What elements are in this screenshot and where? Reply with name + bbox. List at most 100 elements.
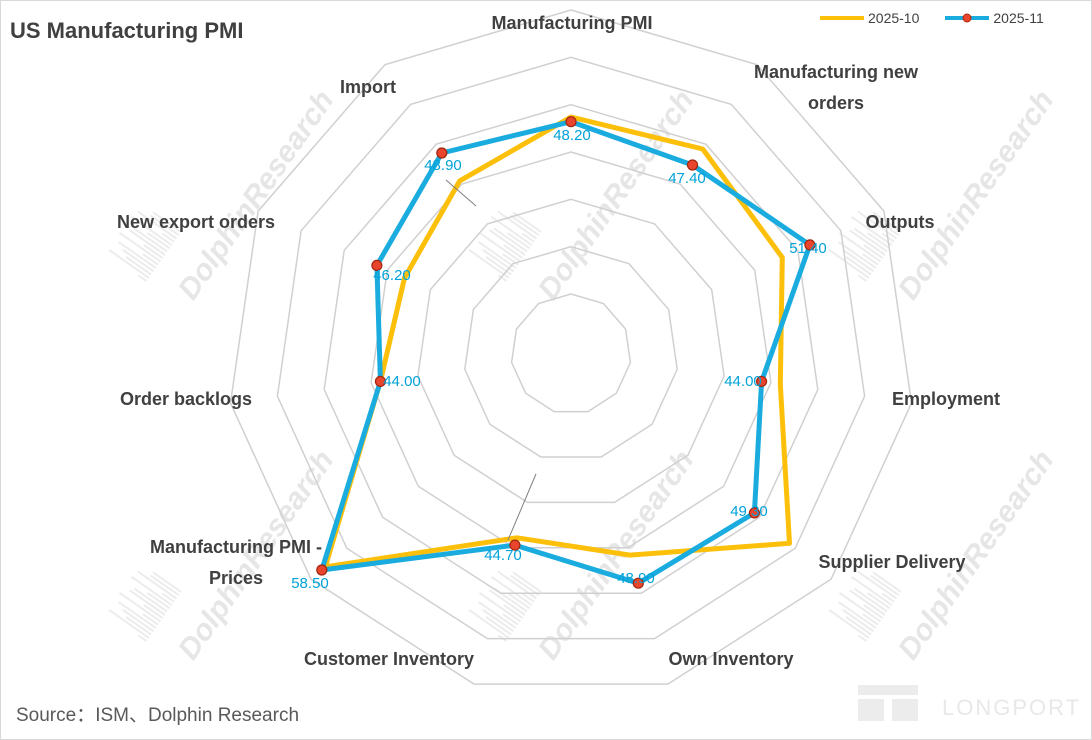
data-point-2025-11 — [509, 539, 521, 551]
source-note: Source：ISM、Dolphin Research — [16, 705, 300, 726]
watermark-bar — [161, 592, 175, 603]
watermark-bar — [129, 589, 166, 616]
longport-logo-icon — [858, 685, 918, 721]
watermark-bar — [490, 575, 533, 606]
data-label: 48.90 — [424, 157, 462, 174]
watermark-bar — [870, 574, 900, 597]
watermark-bar — [133, 587, 168, 613]
watermark-bar — [862, 253, 879, 266]
watermark-bar — [507, 232, 531, 250]
label-leaders — [445, 179, 537, 541]
axis-label: Manufacturing PMI - Prices — [150, 537, 322, 588]
watermark-bar — [489, 229, 526, 256]
watermark-bar — [118, 241, 157, 269]
radar-series — [316, 114, 816, 589]
watermark-bar — [828, 609, 870, 639]
watermark-bar — [137, 274, 148, 282]
data-point-2025-11 — [632, 577, 644, 589]
data-label: 44.70 — [484, 547, 522, 564]
watermark-bar — [108, 609, 150, 639]
grid-ring — [464, 245, 678, 458]
watermark-bar — [122, 248, 155, 273]
watermark-bar — [521, 592, 535, 603]
watermark-bar — [502, 613, 519, 626]
data-label: 58.50 — [291, 575, 329, 592]
watermark-bar — [849, 589, 886, 616]
watermark-text: DolphinResearch — [172, 85, 341, 306]
watermark-bar — [122, 608, 155, 633]
legend: 2025-10 2025-11 — [820, 10, 1062, 26]
axis-label: Manufacturing new orders — [754, 62, 919, 113]
watermark-bar — [857, 274, 868, 282]
watermark-bar — [468, 609, 510, 639]
watermark-bar — [485, 256, 512, 276]
data-point-2025-11 — [755, 375, 768, 387]
watermark-bar — [867, 232, 891, 250]
axis-label-line: Manufacturing new — [754, 62, 919, 82]
watermark-bar — [842, 608, 875, 633]
watermark-bar — [881, 592, 895, 603]
watermark-bar — [863, 244, 884, 259]
chart-title: US Manufacturing PMI — [10, 18, 244, 43]
watermark-bar — [857, 634, 868, 642]
watermark-bar — [118, 601, 157, 629]
watermark-bar — [838, 241, 877, 269]
watermark-bar — [838, 231, 881, 263]
watermark-bar — [161, 232, 175, 243]
watermark-bar — [147, 232, 171, 250]
axis-label-line: Prices — [209, 568, 263, 588]
data-label: 48.90 — [617, 570, 655, 587]
axis-label: Own Inventory — [668, 649, 793, 669]
legend-swatch-2025-11 — [945, 13, 990, 23]
watermark-bar — [497, 210, 537, 240]
watermark-bar — [838, 601, 877, 629]
axis-label: Customer Inventory — [304, 649, 474, 669]
watermark-bar — [118, 231, 161, 263]
data-label: 44.00 — [724, 373, 762, 390]
watermark-bar — [857, 570, 897, 600]
watermark-bar — [512, 571, 542, 593]
watermark-bar — [485, 616, 512, 636]
legend-item-2025-10: 2025-10 — [820, 10, 919, 26]
grid-ring — [276, 56, 866, 640]
data-point-2025-11 — [565, 116, 577, 128]
axis-label: Order backlogs — [120, 389, 252, 409]
watermark-bar — [510, 574, 540, 597]
watermark-bar — [478, 591, 521, 623]
watermark: DolphinResearch — [108, 85, 341, 306]
data-label: 47.40 — [668, 170, 706, 187]
axis-label-line: Manufacturing PMI - — [150, 537, 322, 557]
watermark-bar — [137, 210, 177, 240]
watermark-bar — [150, 574, 180, 597]
watermark-bar — [867, 592, 891, 610]
watermark-bar — [850, 575, 893, 606]
data-label: 48.20 — [553, 127, 591, 144]
watermark-bar — [133, 227, 168, 253]
watermark-bar — [503, 604, 524, 619]
watermark-bar — [142, 253, 159, 266]
watermark-bar — [862, 613, 879, 626]
data-point-2025-11 — [371, 259, 383, 271]
watermark-bar — [863, 604, 884, 619]
watermark-bar — [497, 274, 508, 282]
watermark-bar — [137, 634, 148, 642]
axis-label: Outputs — [866, 212, 935, 232]
watermark-bar — [845, 616, 872, 636]
watermark-bar — [828, 249, 870, 279]
watermark-bar — [129, 229, 166, 256]
watermark-bar — [137, 570, 177, 600]
watermark-bar — [150, 214, 180, 237]
watermark-bar — [478, 241, 517, 269]
leader-line — [507, 473, 537, 541]
data-label: 51.40 — [789, 240, 827, 257]
watermark-bar — [125, 616, 152, 636]
watermark-bar — [152, 211, 182, 233]
data-point-2025-11 — [374, 375, 386, 387]
watermark-bar — [130, 215, 173, 246]
leader-line — [445, 179, 477, 207]
watermark-bar — [478, 231, 521, 263]
watermark-bar — [503, 244, 524, 259]
data-point-2025-11 — [316, 564, 328, 576]
